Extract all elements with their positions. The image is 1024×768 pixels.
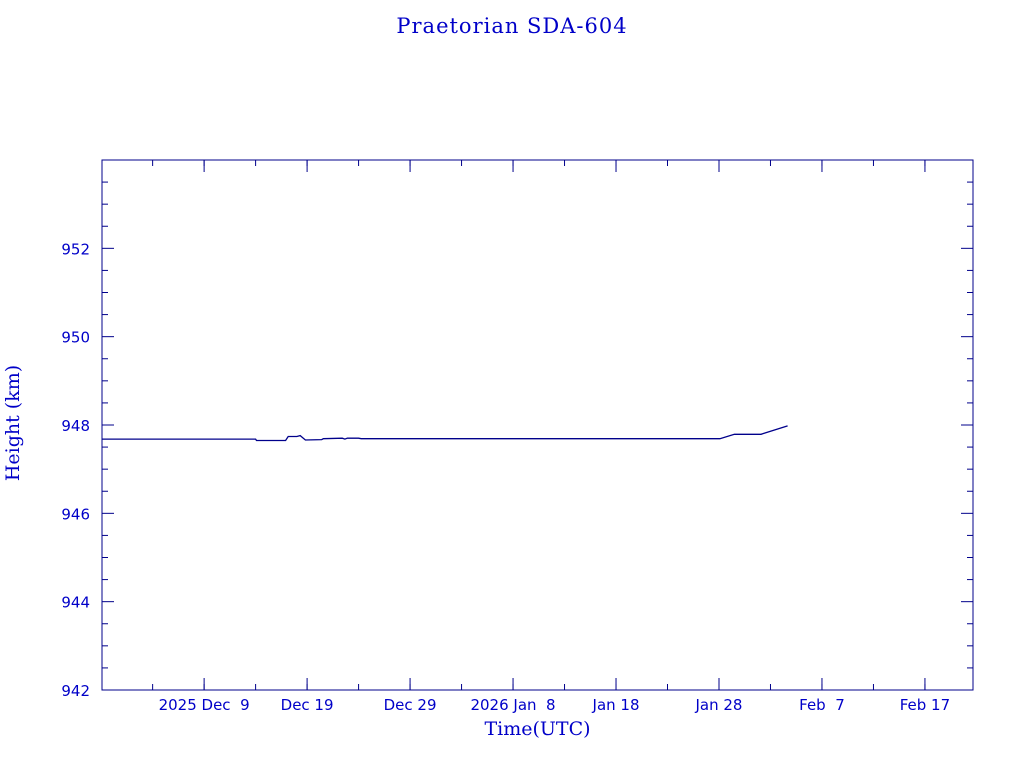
y-tick-label: 948 — [61, 417, 90, 435]
x-tick-label: Dec 19 — [281, 696, 334, 714]
chart-title: Praetorian SDA-604 — [396, 14, 628, 38]
plot-frame — [101, 159, 974, 691]
x-axis-label: Time(UTC) — [484, 718, 591, 740]
x-tick-label: Jan 18 — [592, 696, 640, 714]
x-tick-label: 2026 Jan 8 — [470, 696, 555, 714]
x-tick-label: Jan 28 — [695, 696, 743, 714]
y-tick-label: 952 — [61, 240, 90, 258]
y-tick-label: 946 — [61, 505, 90, 523]
y-tick-label: 944 — [61, 594, 90, 612]
x-tick-label: Feb 17 — [900, 696, 950, 714]
height-series-line — [102, 425, 788, 442]
x-tick-label: Dec 29 — [384, 696, 437, 714]
y-tick-label: 950 — [61, 329, 90, 347]
y-tick-label: 942 — [61, 682, 90, 700]
x-tick-label: Feb 7 — [799, 696, 845, 714]
x-tick-label: 2025 Dec 9 — [159, 696, 250, 714]
